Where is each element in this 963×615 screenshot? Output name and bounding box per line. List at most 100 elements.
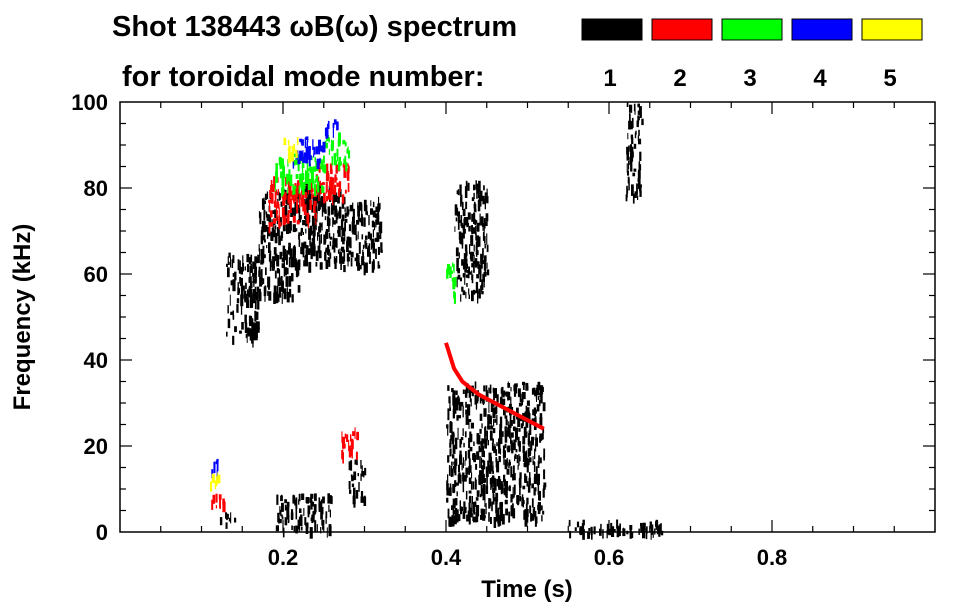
spectral-mark: [468, 271, 472, 275]
spectral-mark: [378, 196, 380, 206]
spectral-mark: [245, 282, 247, 290]
spectral-mark: [524, 475, 528, 483]
spectral-mark: [539, 433, 543, 441]
spectral-mark: [310, 243, 313, 253]
spectral-mark: [489, 466, 492, 474]
legend-label-mode-4: 4: [813, 65, 827, 92]
spectral-mark: [455, 482, 459, 486]
spectral-mark: [305, 522, 308, 527]
spectral-mark: [506, 447, 510, 451]
spectral-mark: [522, 384, 525, 390]
spectral-mark: [626, 146, 629, 157]
spectral-mark: [301, 164, 304, 177]
spectral-mark: [479, 413, 483, 421]
spectral-mark: [319, 501, 322, 512]
spectral-mark: [268, 291, 272, 301]
spectral-mark: [513, 392, 517, 397]
spectral-mark: [335, 160, 337, 166]
spectral-mark: [514, 429, 518, 433]
spectral-mark: [286, 515, 289, 520]
spectral-mark: [284, 267, 287, 276]
spectral-mark: [628, 178, 630, 191]
spectral-mark: [462, 405, 464, 418]
spectral-mark: [332, 217, 334, 227]
spectral-mark: [252, 331, 256, 341]
spectral-mark: [287, 195, 290, 204]
spectral-mark: [365, 262, 368, 273]
spectral-mark: [469, 390, 471, 403]
spectral-mark: [503, 474, 506, 483]
region-mode-2-14: [211, 493, 226, 513]
spectral-mark: [306, 181, 309, 194]
spectral-mark: [372, 201, 375, 208]
spectral-mark: [472, 252, 475, 256]
spectral-mark: [300, 197, 303, 207]
spectral-mark: [534, 510, 537, 519]
spectral-mark: [468, 388, 471, 398]
spectral-mark: [476, 490, 480, 497]
spectral-mark: [471, 263, 474, 268]
spectral-mark: [452, 395, 455, 406]
spectral-mark: [306, 141, 308, 151]
spectral-mark: [332, 126, 334, 138]
spectral-mark: [254, 326, 258, 339]
spectral-mark: [508, 511, 511, 523]
spectral-mark: [249, 281, 253, 289]
spectral-mark: [261, 226, 264, 235]
spectral-mark: [254, 310, 257, 322]
spectral-mark: [330, 193, 332, 201]
spectral-mark: [277, 512, 280, 523]
spectral-mark: [279, 518, 282, 524]
spectral-mark: [482, 259, 485, 264]
spectral-mark: [265, 225, 268, 232]
spectral-mark: [314, 207, 318, 214]
spectral-mark: [474, 209, 477, 213]
spectral-mark: [374, 237, 378, 242]
spectral-mark: [454, 480, 457, 487]
y-axis-label: Frequency (kHz): [9, 224, 36, 411]
spectral-mark: [543, 469, 546, 480]
spectral-mark: [291, 191, 294, 201]
spectral-mark: [250, 254, 253, 263]
spectral-mark: [367, 231, 371, 239]
spectral-mark: [351, 221, 355, 233]
spectral-mark: [246, 327, 250, 333]
spectral-mark: [462, 481, 465, 493]
spectral-mark: [574, 527, 577, 531]
spectral-mark: [328, 193, 331, 200]
spectral-mark: [329, 176, 333, 188]
spectral-mark: [333, 256, 335, 263]
spectral-mark: [504, 499, 508, 505]
spectral-mark: [227, 318, 231, 329]
spectral-mark: [528, 430, 530, 435]
spectral-mark: [282, 214, 285, 220]
spectral-mark: [484, 192, 488, 199]
spectral-mark: [340, 219, 344, 230]
spectral-mark: [352, 208, 355, 219]
spectral-mark: [639, 184, 642, 193]
spectral-mark: [516, 455, 519, 464]
spectral-mark: [344, 207, 346, 212]
spectral-mark: [336, 148, 339, 157]
spectral-mark: [293, 190, 295, 202]
spectral-mark: [539, 392, 543, 397]
spectral-mark: [314, 493, 317, 501]
spectral-mark: [451, 461, 453, 466]
spectral-mark: [354, 459, 358, 465]
spectral-mark: [304, 517, 307, 526]
spectral-mark: [280, 171, 283, 179]
spectral-mark: [457, 268, 460, 274]
spectral-mark: [524, 459, 527, 468]
spectral-mark: [300, 227, 303, 233]
spectral-mark: [463, 501, 466, 513]
spectral-mark: [523, 463, 525, 467]
spectral-mark: [457, 213, 460, 223]
spectral-mark: [476, 399, 479, 404]
spectral-mark: [357, 262, 361, 271]
spectral-mark: [479, 213, 481, 226]
spectral-mark: [350, 251, 354, 258]
spectral-mark: [281, 502, 284, 512]
spectral-mark: [298, 215, 302, 220]
spectral-mark: [449, 422, 453, 433]
spectral-mark: [253, 281, 255, 287]
